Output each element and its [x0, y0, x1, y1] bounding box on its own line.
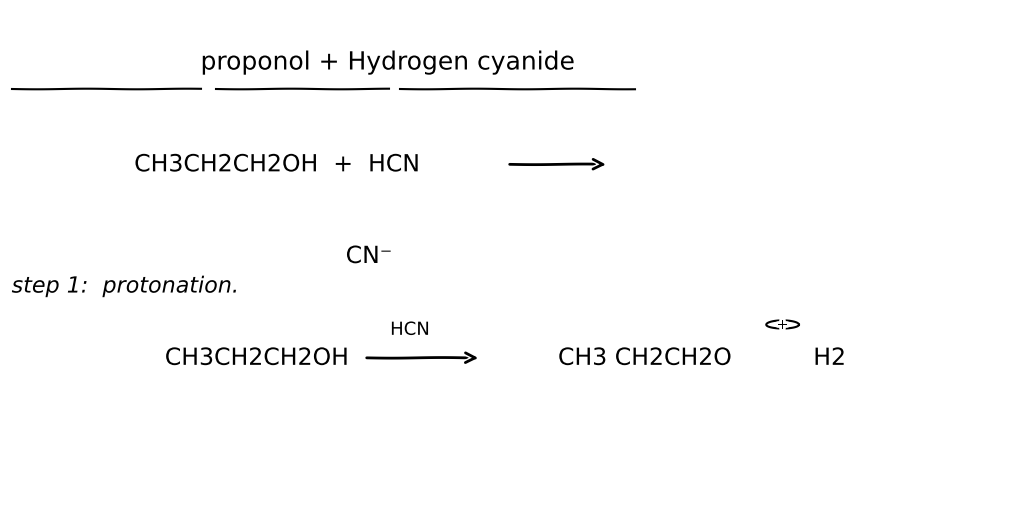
Text: HCN: HCN [390, 321, 430, 339]
Text: proponol + Hydrogen cyanide: proponol + Hydrogen cyanide [201, 51, 575, 74]
Text: CH3CH2CH2OH: CH3CH2CH2OH [165, 346, 349, 370]
Text: CN⁻: CN⁻ [346, 244, 392, 268]
Text: H2: H2 [813, 346, 846, 370]
Text: +: + [777, 318, 788, 332]
Text: CH3 CH2CH2O: CH3 CH2CH2O [558, 346, 732, 370]
Text: step 1:  protonation.: step 1: protonation. [11, 276, 240, 296]
Text: CH3CH2CH2OH  +  HCN: CH3CH2CH2OH + HCN [134, 153, 421, 176]
